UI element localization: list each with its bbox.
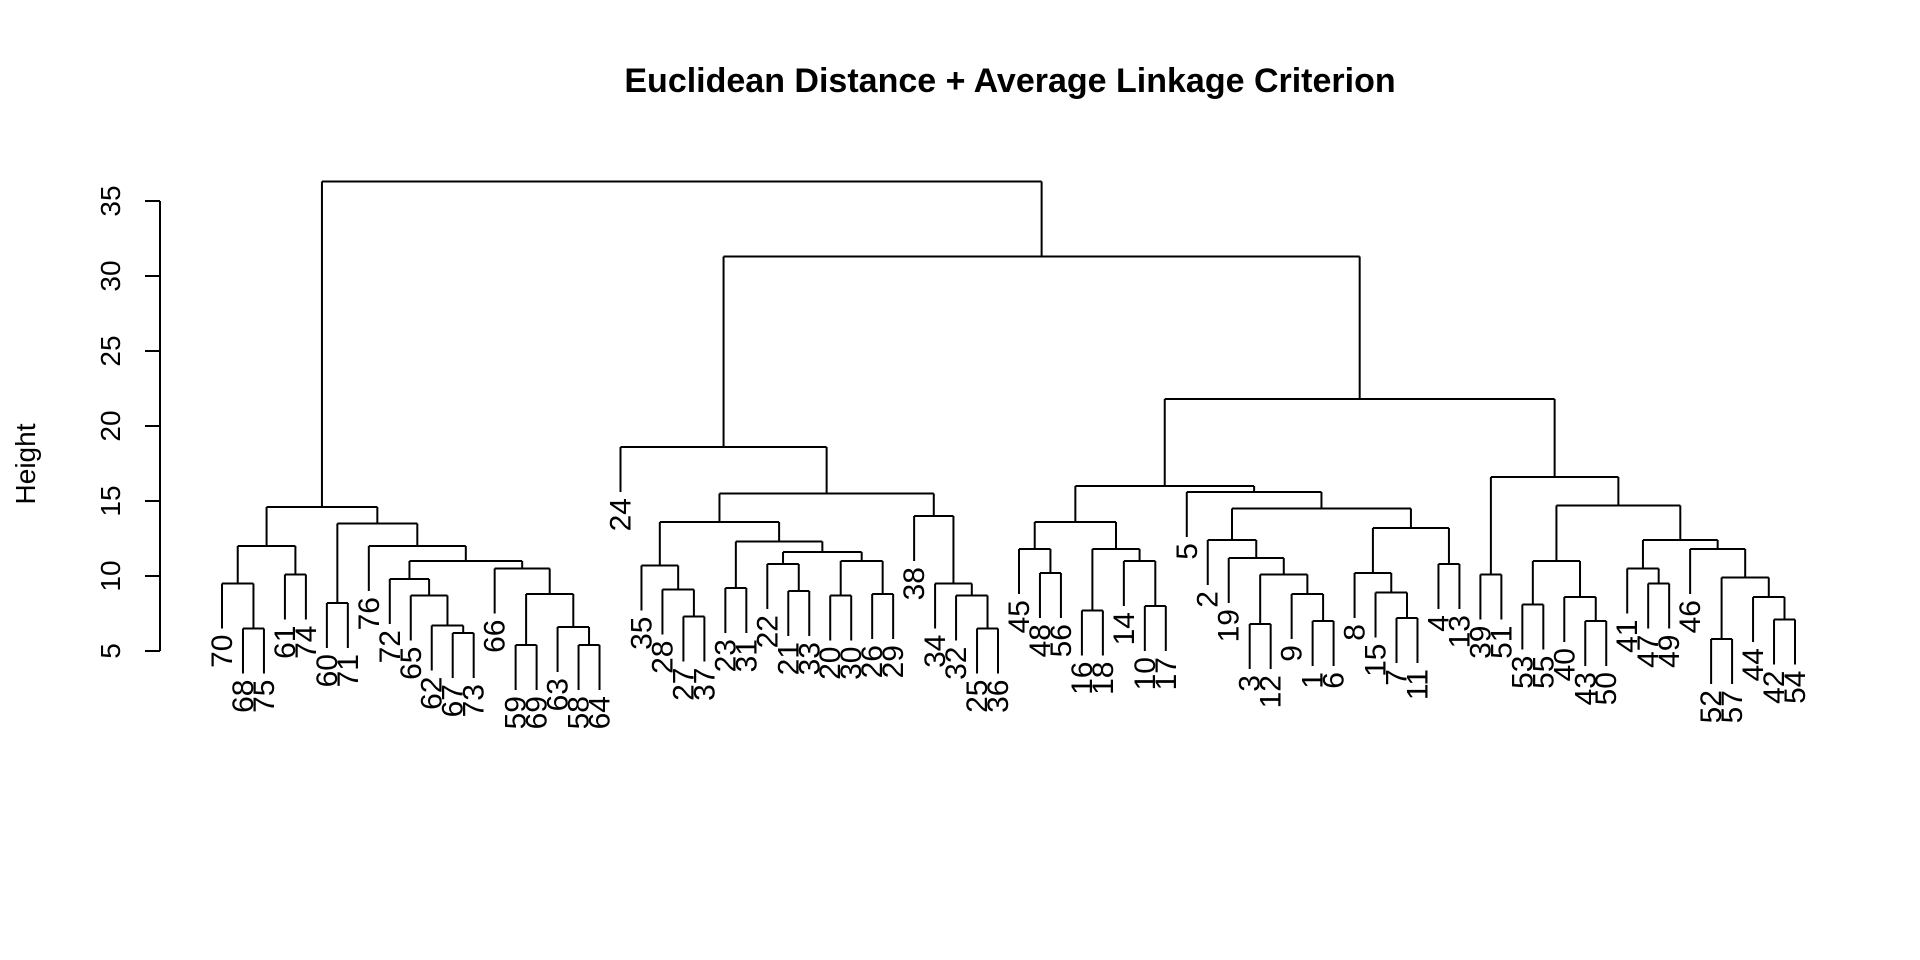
y-tick-label-25: 25: [95, 335, 126, 366]
leaf-label-68: 68: [227, 680, 260, 713]
leaf-label-19: 19: [1213, 609, 1246, 642]
leaf-label-22: 22: [751, 615, 784, 648]
leaf-label-29: 29: [877, 645, 910, 678]
leaf-label-47: 47: [1632, 635, 1665, 668]
leaf-label-38: 38: [898, 567, 931, 600]
leaf-label-41: 41: [1611, 620, 1644, 653]
leaf-label-52: 52: [1695, 690, 1728, 723]
leaf-label-32: 32: [940, 647, 973, 680]
leaf-label-72: 72: [374, 630, 407, 663]
leaf-label-59: 59: [500, 696, 533, 729]
leaf-label-44: 44: [1737, 648, 1770, 681]
leaf-label-4: 4: [1422, 615, 1455, 632]
leaf-label-74: 74: [290, 626, 323, 659]
leaf-label-36: 36: [982, 680, 1015, 713]
leaf-label-18: 18: [1087, 662, 1120, 695]
leaf-label-7: 7: [1381, 669, 1414, 686]
leaf-label-70: 70: [206, 635, 239, 668]
leaf-label-1: 1: [1297, 672, 1330, 689]
leaf-label-45: 45: [1003, 600, 1036, 633]
leaf-label-63: 63: [542, 678, 575, 711]
leaf-label-28: 28: [646, 641, 679, 674]
leaf-label-73: 73: [458, 684, 491, 717]
leaf-label-40: 40: [1548, 648, 1581, 681]
y-tick-label-35: 35: [95, 185, 126, 216]
y-axis: 5 10 15 20 25 30 35: [95, 185, 161, 659]
leaf-label-76: 76: [353, 597, 386, 630]
leaf-label-42: 42: [1758, 671, 1791, 704]
leaf-label-66: 66: [479, 620, 512, 653]
leaf-label-60: 60: [311, 654, 344, 687]
leaf-label-65: 65: [395, 647, 428, 680]
leaf-label-67: 67: [437, 684, 470, 717]
leaf-label-37: 37: [688, 668, 721, 701]
leaf-label-71: 71: [332, 654, 365, 687]
leaf-label-30: 30: [835, 647, 868, 680]
leaf-label-13: 13: [1443, 615, 1476, 648]
leaf-label-26: 26: [856, 645, 889, 678]
leaf-label-46: 46: [1674, 600, 1707, 633]
leaf-label-34: 34: [919, 635, 952, 668]
dendrogram-links: [221, 180, 1796, 690]
leaf-label-48: 48: [1024, 624, 1057, 657]
leaf-label-27: 27: [667, 668, 700, 701]
leaf-label-14: 14: [1108, 612, 1141, 645]
leaf-label-57: 57: [1716, 690, 1749, 723]
leaf-label-25: 25: [961, 680, 994, 713]
leaf-label-12: 12: [1255, 675, 1288, 708]
y-tick-label-5: 5: [95, 643, 126, 659]
leaf-label-61: 61: [269, 626, 302, 659]
leaf-label-43: 43: [1569, 672, 1602, 705]
leaf-label-5: 5: [1171, 543, 1204, 560]
leaf-label-17: 17: [1150, 657, 1183, 690]
leaf-label-11: 11: [1401, 669, 1434, 700]
leaf-label-21: 21: [772, 642, 805, 675]
leaf-label-69: 69: [521, 696, 554, 729]
leaf-label-51: 51: [1485, 626, 1518, 659]
chart-title: Euclidean Distance + Average Linkage Cri…: [624, 62, 1395, 100]
leaf-label-6: 6: [1318, 672, 1351, 689]
leaf-label-39: 39: [1464, 626, 1497, 659]
leaf-label-8: 8: [1339, 624, 1372, 641]
leaf-label-54: 54: [1779, 671, 1812, 704]
leaf-label-15: 15: [1360, 644, 1393, 677]
leaf-label-64: 64: [584, 696, 617, 729]
leaf-label-55: 55: [1527, 656, 1560, 689]
leaf-label-56: 56: [1045, 624, 1078, 657]
leaf-label-75: 75: [248, 680, 281, 713]
leaf-label-35: 35: [625, 617, 658, 650]
y-axis-label: Height: [10, 423, 41, 504]
leaf-label-20: 20: [814, 647, 847, 680]
y-tick-label-10: 10: [95, 560, 126, 591]
leaf-label-9: 9: [1276, 645, 1309, 662]
leaf-label-2: 2: [1192, 591, 1225, 608]
y-tick-label-20: 20: [95, 410, 126, 441]
leaf-label-53: 53: [1506, 656, 1539, 689]
leaf-label-31: 31: [730, 639, 763, 672]
leaf-label-16: 16: [1066, 662, 1099, 695]
leaf-label-62: 62: [416, 677, 449, 710]
leaf-label-3: 3: [1234, 675, 1267, 692]
leaf-label-58: 58: [563, 696, 596, 729]
leaf-label-24: 24: [604, 498, 637, 531]
y-tick-label-15: 15: [95, 485, 126, 516]
y-tick-label-30: 30: [95, 260, 126, 291]
leaf-label-10: 10: [1129, 657, 1162, 690]
leaf-label-23: 23: [709, 639, 742, 672]
leaf-label-33: 33: [793, 642, 826, 675]
leaf-label-50: 50: [1590, 672, 1623, 705]
leaf-label-49: 49: [1653, 635, 1686, 668]
